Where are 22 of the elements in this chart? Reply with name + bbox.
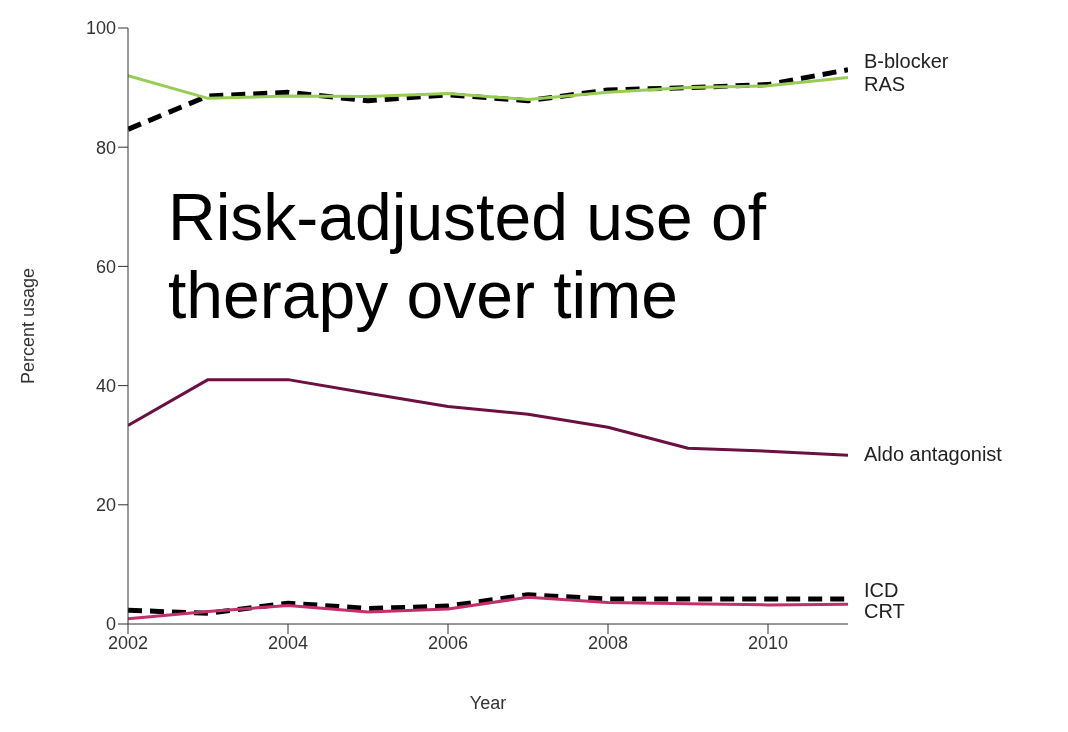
series-label: Aldo antagonist	[864, 443, 1003, 466]
series-label: ICD	[864, 578, 899, 601]
y-tick-label: 60	[95, 256, 116, 277]
y-tick-label: 80	[95, 137, 116, 158]
line-series	[128, 378, 848, 457]
series-label: B-blocker	[864, 49, 949, 72]
x-tick-label: 2006	[427, 632, 469, 653]
x-tick-label: 2008	[587, 632, 629, 653]
series-label: CRT	[864, 600, 905, 623]
y-tick-label: 20	[95, 495, 116, 516]
x-tick-label: 2002	[107, 632, 149, 653]
line-series	[128, 74, 848, 102]
x-tick-label: 2010	[747, 632, 789, 653]
y-tick-label: 100	[85, 18, 116, 39]
y-axis-title: Percent usage	[18, 267, 39, 385]
line-series	[128, 595, 848, 621]
series-label: RAS	[864, 73, 906, 96]
y-tick-label: 40	[95, 375, 116, 396]
text: Risk-adjusted use of therapy over time	[168, 179, 768, 334]
y-tick-label: 0	[105, 614, 116, 635]
x-tick-label: 2004	[267, 632, 309, 653]
x-axis-title: Year	[469, 693, 507, 713]
